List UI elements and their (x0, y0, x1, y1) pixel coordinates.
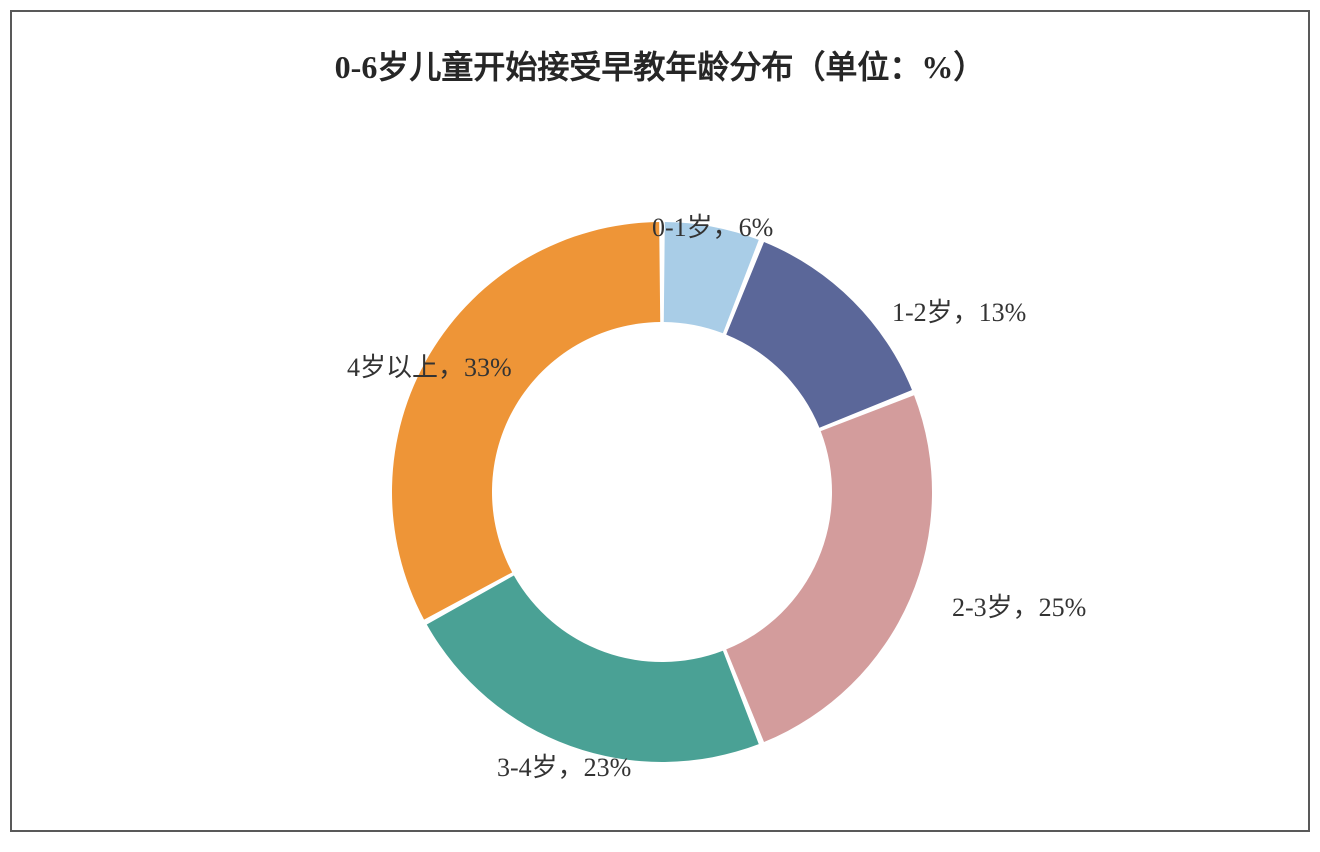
slice-2-3岁 (726, 395, 932, 742)
slice-3-4岁 (427, 575, 759, 762)
slice-1-2岁 (726, 242, 912, 428)
donut-chart (12, 12, 1312, 834)
slice-label-3-4岁: 3-4岁，23% (497, 747, 631, 784)
slice-4岁以上 (392, 222, 660, 620)
slice-label-1-2岁: 1-2岁，13% (892, 292, 1026, 329)
slice-label-2-3岁: 2-3岁，25% (952, 587, 1086, 624)
slice-label-0-1岁: 0-1岁，6% (652, 207, 773, 244)
slice-label-4岁以上: 4岁以上，33% (347, 347, 512, 384)
chart-frame: 0-6岁儿童开始接受早教年龄分布（单位：%） 0-1岁，6%1-2岁，13%2-… (10, 10, 1310, 832)
